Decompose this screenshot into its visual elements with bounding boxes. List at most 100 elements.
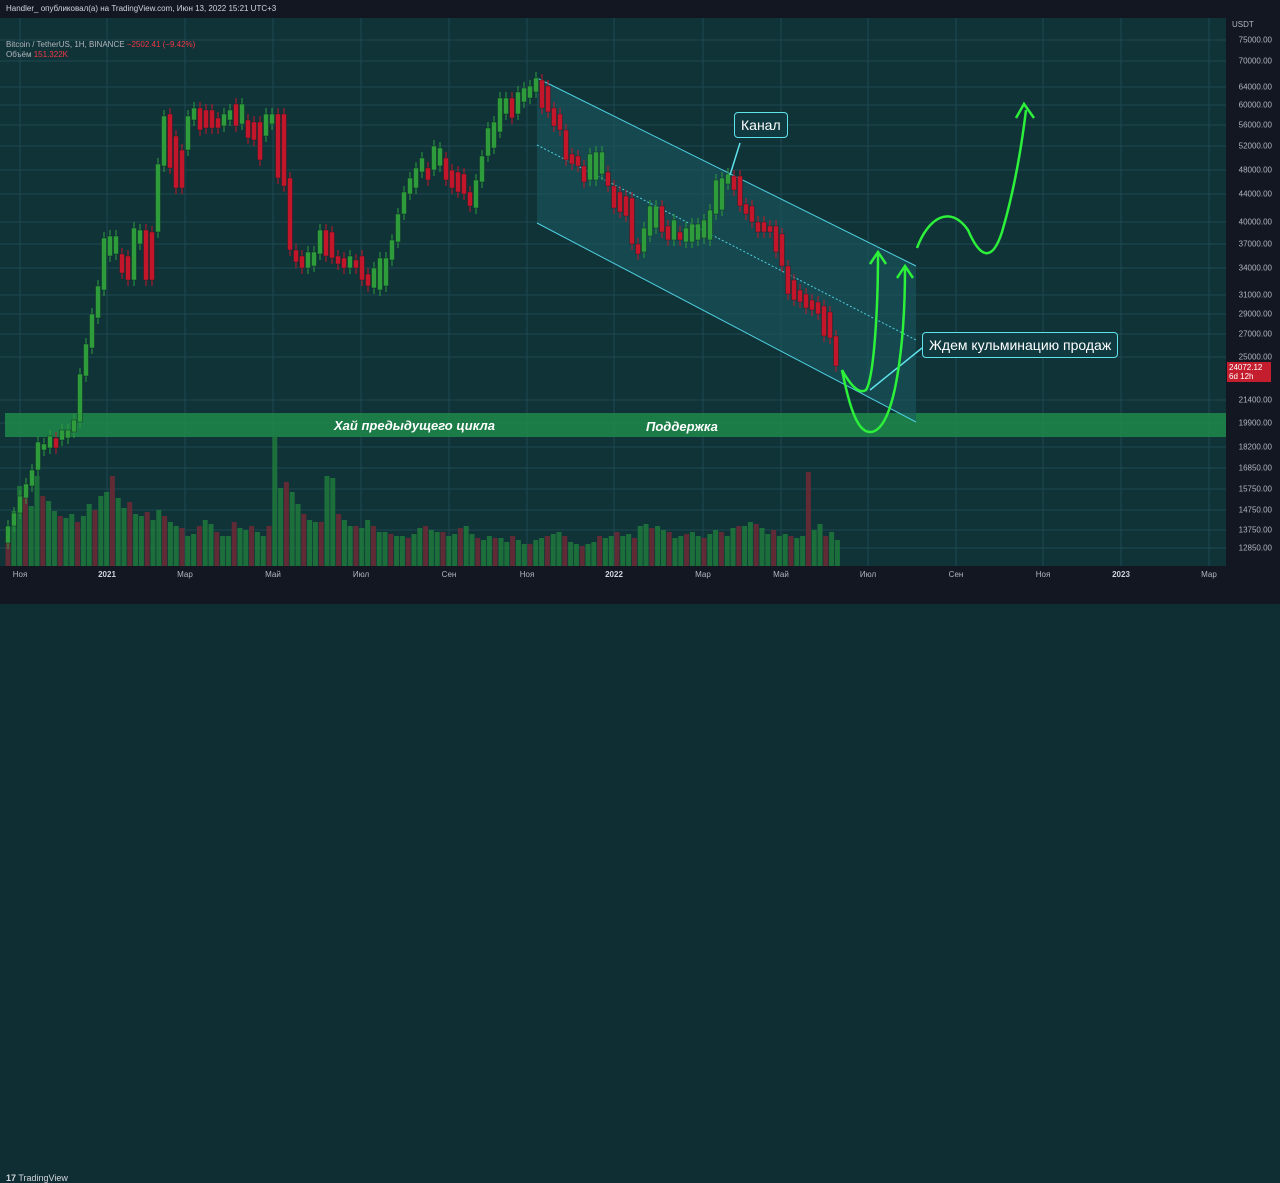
candle [659, 205, 665, 233]
candle [779, 233, 785, 267]
candle [419, 157, 425, 173]
volume-bar [666, 532, 672, 566]
volume-bar [365, 520, 371, 566]
chart-area[interactable]: Bitcoin / TetherUS, 1Н, BINANCE −2502.41… [0, 18, 1226, 566]
candle [131, 227, 137, 281]
tradingview-logo[interactable]: 17 TradingView [6, 1173, 68, 1183]
candle [335, 255, 341, 265]
candle [239, 103, 245, 125]
volume-bar [724, 536, 730, 566]
price-axis[interactable]: 75000.00 70000.00 64000.00 60000.00 56000.00… [1226, 18, 1280, 566]
candle [485, 127, 491, 157]
candle [815, 301, 821, 315]
candle [89, 313, 95, 349]
candle [299, 255, 305, 269]
volume-bar [521, 544, 527, 566]
candle [173, 135, 179, 189]
volume-bar [463, 526, 469, 566]
candle [533, 77, 539, 93]
volume-bar [475, 538, 481, 566]
volume-bar [544, 536, 550, 566]
price-tick: 40000.00 [1238, 217, 1272, 227]
volume-bar [115, 498, 121, 566]
last-price-tag: 24072.12 6d 12h [1227, 362, 1271, 382]
candle [305, 251, 311, 269]
volume-bar [620, 536, 626, 566]
volume-bar [573, 544, 579, 566]
candle [143, 229, 149, 281]
candle [149, 231, 155, 281]
volume-bar [34, 476, 40, 566]
volume-legend[interactable]: Объём 151.322K [6, 50, 68, 59]
volume-bar [51, 511, 57, 566]
volume-bar [121, 508, 127, 566]
candle [455, 171, 461, 193]
volume-bar [254, 532, 260, 566]
candle [281, 113, 287, 187]
time-tick: Ноя [519, 570, 535, 579]
time-tick: Мар [1201, 570, 1217, 579]
candle [497, 97, 503, 133]
volume-bar [643, 524, 649, 566]
channel-callout-pointer [729, 142, 741, 176]
price-tick: 16850.00 [1238, 463, 1272, 473]
volume-bar [92, 510, 98, 566]
candle [437, 147, 443, 167]
candle [491, 121, 497, 149]
price-tick: 12850.00 [1238, 543, 1272, 553]
volume-bar [591, 542, 597, 566]
volume-bar [747, 522, 753, 566]
candle [341, 257, 347, 269]
candle [71, 419, 77, 433]
candle [755, 221, 761, 233]
volume-bar [249, 526, 255, 566]
candle [275, 113, 281, 179]
volume-bar [550, 534, 556, 566]
volume-bar [672, 538, 678, 566]
candle [593, 151, 599, 181]
candle [353, 259, 359, 269]
volume-bar [185, 536, 191, 566]
candle [773, 225, 779, 253]
volume-bar [167, 522, 173, 566]
volume-bar [283, 482, 289, 566]
tv-logo-icon: 17 [6, 1173, 17, 1183]
currency-label: USDT [1232, 20, 1254, 29]
projection-arrowhead-2 [895, 263, 915, 279]
time-axis[interactable]: Ноя 2021 Мар Май Июл Сен Ноя 2022 Мар Май Июл Сен Но… [0, 566, 1280, 584]
candle [617, 191, 623, 213]
volume-bar [11, 511, 17, 566]
projection-path-1 [840, 253, 880, 393]
volume-bar [811, 530, 817, 566]
price-tick: 18200.00 [1238, 442, 1272, 452]
chart-canvas[interactable] [0, 18, 1226, 566]
volume-bar [486, 536, 492, 566]
candle [683, 227, 689, 243]
volume-bar [330, 478, 336, 566]
candle [587, 153, 593, 181]
volume-bar [817, 524, 823, 566]
volume-bar [289, 492, 295, 566]
volume-bar [759, 528, 765, 566]
volume-bar [411, 534, 417, 566]
volume-bar [649, 528, 655, 566]
volume-bar [805, 472, 811, 566]
volume-bar [196, 526, 202, 566]
volume-bar [556, 532, 562, 566]
volume-bar [144, 512, 150, 566]
volume-bar [655, 526, 661, 566]
volume-bar [660, 530, 666, 566]
symbol-legend[interactable]: Bitcoin / TetherUS, 1Н, BINANCE −2502.41… [6, 40, 195, 49]
candle [725, 173, 731, 185]
volume-bar [701, 538, 707, 566]
candle [689, 223, 695, 243]
candle [245, 119, 251, 139]
volume-bar [109, 476, 115, 566]
volume-bar [684, 534, 690, 566]
candle [215, 117, 221, 129]
candle [707, 209, 713, 241]
time-tick: Мар [177, 570, 193, 579]
volume-bar [678, 536, 684, 566]
volume-bar [776, 536, 782, 566]
candle [425, 167, 431, 181]
